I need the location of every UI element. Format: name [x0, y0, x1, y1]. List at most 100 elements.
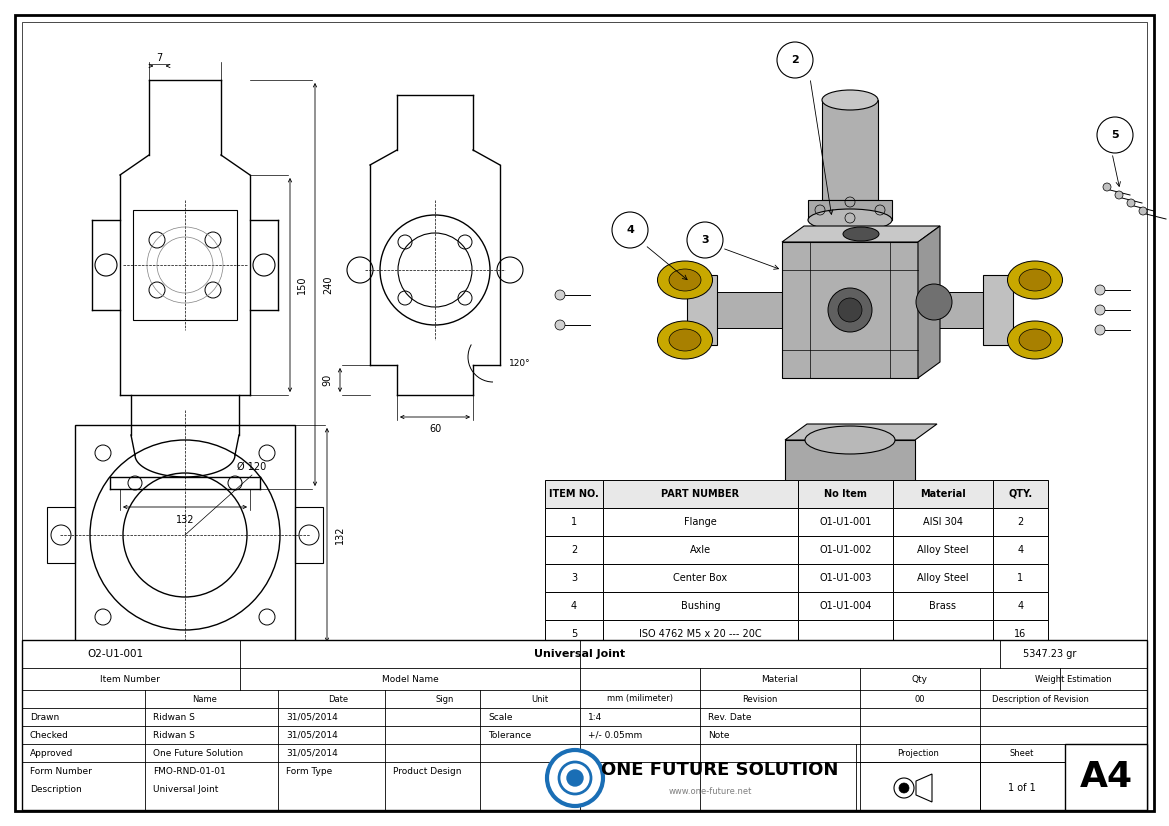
Text: 1: 1 — [1017, 573, 1024, 583]
Text: Universal Joint: Universal Joint — [534, 649, 625, 659]
Text: Product Design: Product Design — [393, 767, 462, 776]
Text: Size: Size — [1098, 748, 1114, 757]
Bar — [992, 536, 1047, 564]
Bar — [992, 620, 1047, 648]
Text: Alloy Steel: Alloy Steel — [918, 573, 969, 583]
Bar — [545, 564, 603, 592]
Text: Projection: Projection — [897, 748, 939, 757]
Bar — [798, 536, 893, 564]
Ellipse shape — [1008, 321, 1063, 359]
Circle shape — [838, 298, 862, 322]
Bar — [893, 536, 992, 564]
Polygon shape — [703, 292, 782, 328]
Circle shape — [1139, 207, 1147, 215]
Text: Scale: Scale — [487, 713, 512, 721]
Text: 31/05/2014: 31/05/2014 — [286, 748, 338, 757]
Text: Bushing: Bushing — [680, 601, 720, 611]
Text: Center Box: Center Box — [673, 573, 727, 583]
Text: 00: 00 — [915, 695, 925, 704]
Text: Revision: Revision — [742, 695, 777, 704]
Bar — [545, 480, 603, 508]
Text: 150: 150 — [297, 276, 307, 294]
Bar — [893, 620, 992, 648]
Bar — [545, 536, 603, 564]
Text: One Future Solution: One Future Solution — [153, 748, 243, 757]
Text: Brass: Brass — [929, 601, 956, 611]
Bar — [22, 640, 1147, 810]
Polygon shape — [782, 226, 940, 242]
Circle shape — [916, 284, 952, 320]
Text: Date: Date — [328, 695, 348, 704]
Bar — [603, 508, 798, 536]
Text: Form Number: Form Number — [30, 767, 92, 776]
Text: +/- 0.05mm: +/- 0.05mm — [588, 730, 642, 739]
Text: PART NUMBER: PART NUMBER — [662, 489, 740, 499]
Text: 1:4: 1:4 — [588, 713, 602, 721]
Circle shape — [1104, 183, 1111, 191]
Text: 90: 90 — [321, 374, 332, 386]
Text: Ø 120: Ø 120 — [237, 462, 267, 472]
Text: 4: 4 — [1017, 601, 1024, 611]
Bar — [798, 480, 893, 508]
Bar — [133, 210, 237, 320]
Circle shape — [613, 212, 648, 248]
Ellipse shape — [808, 209, 892, 231]
Circle shape — [1097, 117, 1133, 153]
Text: Weight Estimation: Weight Estimation — [1035, 675, 1112, 683]
Bar — [603, 620, 798, 648]
Bar — [992, 508, 1047, 536]
Text: Rev. Date: Rev. Date — [708, 713, 752, 721]
Text: Form Type: Form Type — [286, 767, 332, 776]
Text: ISO 4762 M5 x 20 --- 20C: ISO 4762 M5 x 20 --- 20C — [639, 629, 762, 639]
Text: 4: 4 — [570, 601, 577, 611]
Text: Axle: Axle — [690, 545, 711, 555]
Text: 31/05/2014: 31/05/2014 — [286, 730, 338, 739]
Text: mm (milimeter): mm (milimeter) — [607, 695, 673, 704]
Polygon shape — [687, 275, 717, 345]
Bar — [893, 480, 992, 508]
Ellipse shape — [805, 426, 895, 454]
Bar — [603, 480, 798, 508]
Circle shape — [567, 770, 583, 786]
Text: Description of Revision: Description of Revision — [991, 695, 1088, 704]
Text: Ridwan S: Ridwan S — [153, 730, 195, 739]
Text: 4: 4 — [627, 225, 634, 235]
Ellipse shape — [657, 261, 712, 299]
Text: Drawn: Drawn — [30, 713, 60, 721]
Text: 2: 2 — [791, 55, 798, 65]
Bar — [1065, 744, 1147, 810]
Text: Sign: Sign — [436, 695, 455, 704]
Circle shape — [899, 783, 909, 793]
Text: O1-U1-001: O1-U1-001 — [819, 517, 872, 527]
Text: 1 of 1: 1 of 1 — [1008, 783, 1036, 793]
Bar — [603, 592, 798, 620]
Text: QTY.: QTY. — [1009, 489, 1032, 499]
Bar — [603, 564, 798, 592]
Circle shape — [1127, 199, 1135, 207]
Text: Sheet: Sheet — [1010, 748, 1035, 757]
Bar — [893, 564, 992, 592]
Text: O1-U1-003: O1-U1-003 — [819, 573, 872, 583]
Bar — [992, 564, 1047, 592]
Ellipse shape — [669, 329, 701, 351]
Text: 3: 3 — [570, 573, 577, 583]
Bar — [545, 508, 603, 536]
Text: Alloy Steel: Alloy Steel — [918, 545, 969, 555]
Text: ONE FUTURE SOLUTION: ONE FUTURE SOLUTION — [601, 761, 838, 779]
Bar — [603, 536, 798, 564]
Text: A4: A4 — [1079, 760, 1133, 794]
Text: Tolerance: Tolerance — [487, 730, 531, 739]
Text: 5347.23 gr: 5347.23 gr — [1023, 649, 1077, 659]
Text: Flange: Flange — [684, 517, 717, 527]
Text: AISI 304: AISI 304 — [924, 517, 963, 527]
Text: 7: 7 — [155, 53, 162, 63]
Circle shape — [547, 750, 603, 806]
Text: Model Name: Model Name — [381, 675, 438, 683]
Bar — [75, 425, 295, 645]
Text: Checked: Checked — [30, 730, 69, 739]
Ellipse shape — [1019, 329, 1051, 351]
Text: www.one-future.net: www.one-future.net — [669, 787, 752, 796]
Text: 3: 3 — [701, 235, 708, 245]
Text: 120°: 120° — [510, 358, 531, 368]
Ellipse shape — [657, 321, 712, 359]
